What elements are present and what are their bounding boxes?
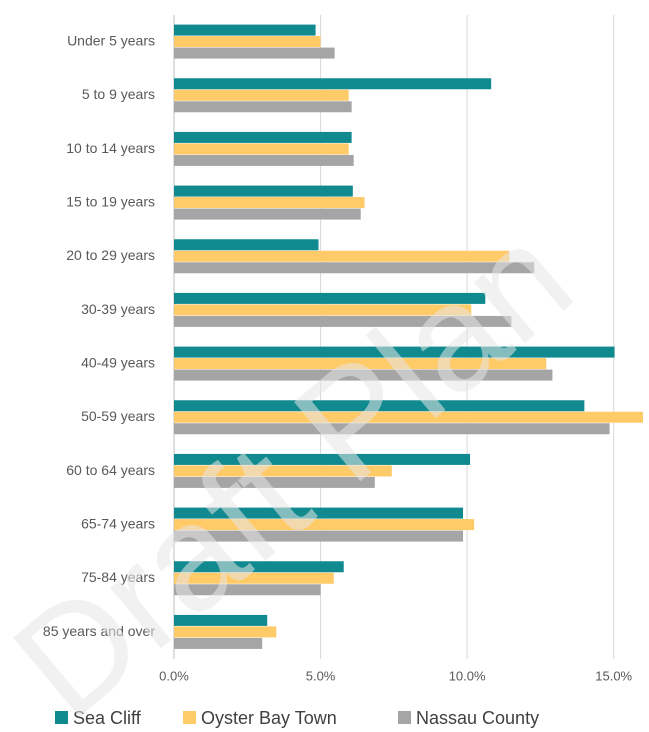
bar (174, 47, 335, 59)
bar (174, 36, 321, 48)
bar (174, 476, 375, 488)
legend-swatch (183, 711, 196, 724)
category-label: 5 to 9 years (82, 86, 155, 102)
bar (174, 614, 268, 626)
x-tick-label: 15.0% (595, 668, 632, 683)
category-label: 60 to 64 years (66, 462, 155, 478)
bar (174, 304, 472, 316)
category-label: 85 years and over (43, 623, 155, 639)
legend-label: Nassau County (416, 708, 539, 728)
bar (174, 400, 585, 412)
x-tick-label: 10.0% (449, 668, 486, 683)
bar (174, 24, 316, 36)
bar (174, 131, 352, 143)
bar (174, 626, 277, 638)
bar (174, 519, 475, 531)
bar (174, 154, 354, 166)
bar (174, 637, 263, 649)
bar (174, 346, 615, 358)
bar (174, 423, 610, 435)
bar (174, 239, 319, 251)
bar (174, 465, 392, 477)
bar (174, 369, 553, 381)
x-tick-label: 0.0% (159, 668, 189, 683)
x-tick-label: 5.0% (306, 668, 336, 683)
legend-label: Oyster Bay Town (201, 708, 337, 728)
bar (174, 358, 547, 370)
legend-swatch (55, 711, 68, 724)
bar (174, 507, 464, 519)
bar (174, 453, 471, 465)
bar (174, 561, 344, 573)
category-label: 10 to 14 years (66, 140, 155, 156)
legend-swatch (398, 711, 411, 724)
category-label: 15 to 19 years (66, 194, 155, 210)
bar (174, 315, 512, 327)
category-label: 30-39 years (81, 301, 155, 317)
bar (174, 292, 486, 304)
category-label: 50-59 years (81, 408, 155, 424)
legend-label: Sea Cliff (73, 708, 142, 728)
category-label: Under 5 years (67, 33, 155, 49)
bar (174, 197, 365, 209)
category-label: 75-84 years (81, 569, 155, 585)
bar (174, 572, 334, 584)
bar (174, 101, 352, 113)
bar (174, 584, 321, 596)
bar (174, 208, 361, 220)
bar (174, 143, 349, 155)
bar (174, 530, 464, 542)
bar (174, 78, 492, 90)
bar (174, 185, 353, 197)
bar (174, 411, 643, 423)
category-label: 65-74 years (81, 516, 155, 532)
category-label: 40-49 years (81, 355, 155, 371)
bar (174, 250, 510, 262)
bar (174, 89, 349, 101)
category-label: 20 to 29 years (66, 247, 155, 263)
bar (174, 262, 535, 274)
